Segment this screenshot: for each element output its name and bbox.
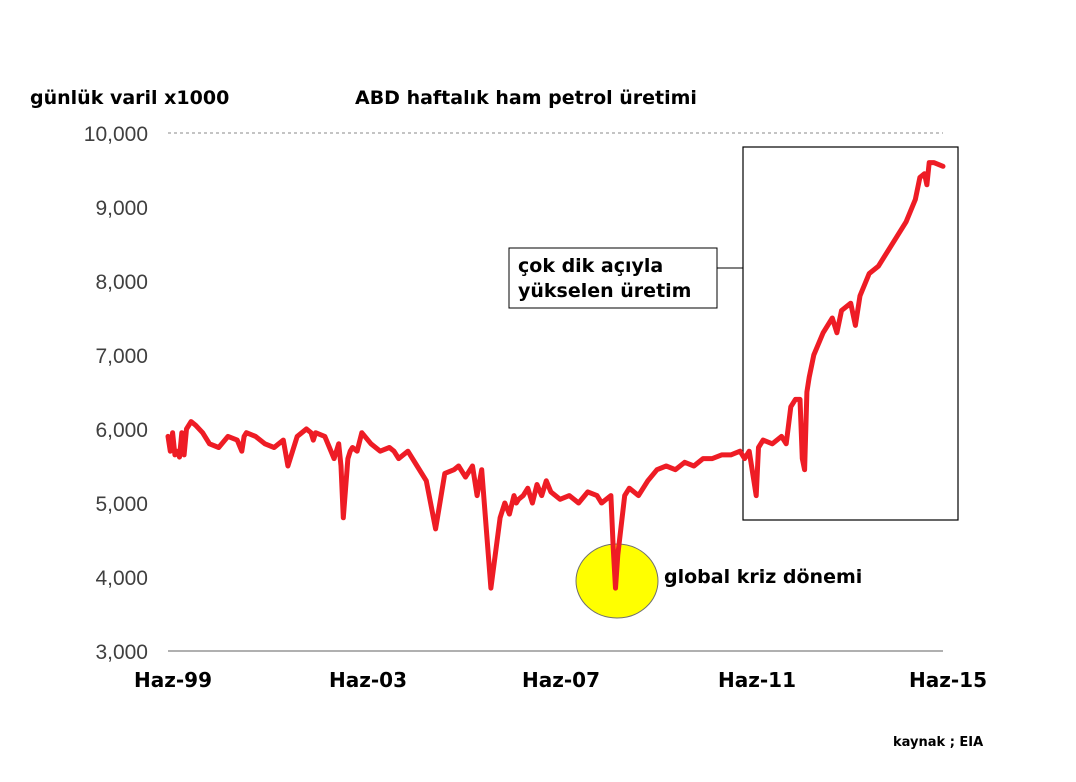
x-tick-label: Haz-99: [134, 668, 212, 692]
x-axis-ticks: Haz-99 Haz-03 Haz-07 Haz-11 Haz-15: [134, 668, 987, 692]
y-tick-label: 4,000: [95, 567, 148, 590]
y-axis-ticks: 3,000 4,000 5,000 6,000 7,000 8,000 9,000 10,00…: [84, 123, 148, 664]
series-group: [165, 160, 946, 591]
y-tick-label: 3,000: [95, 641, 148, 664]
annotation-box: [508, 247, 718, 309]
y-tick-label: 10,000: [84, 123, 148, 146]
x-tick-label: Haz-15: [909, 668, 987, 692]
x-tick-label: Haz-03: [329, 668, 407, 692]
annotation-global-crisis: global kriz dönemi: [664, 566, 862, 588]
steep-rise-highlight-box: [742, 146, 959, 521]
x-tick-label: Haz-11: [718, 668, 796, 692]
source-label: kaynak ; EIA: [893, 735, 983, 750]
y-tick-label: 8,000: [95, 271, 148, 294]
y-tick-label: 6,000: [95, 419, 148, 442]
y-tick-label: 7,000: [95, 345, 148, 368]
annotation-steep-rise-line-1: çok dik açıyla: [518, 255, 663, 277]
y-tick-label: 5,000: [95, 493, 148, 516]
annotation-steep-rise-line-2: yükselen üretim: [518, 280, 691, 302]
y-axis-label: günlük varil x1000: [30, 87, 229, 109]
series-line-0: [165, 160, 946, 591]
x-tick-label: Haz-07: [522, 668, 600, 692]
chart-title: ABD haftalık ham petrol üretimi: [355, 87, 697, 109]
y-tick-label: 9,000: [95, 197, 148, 220]
